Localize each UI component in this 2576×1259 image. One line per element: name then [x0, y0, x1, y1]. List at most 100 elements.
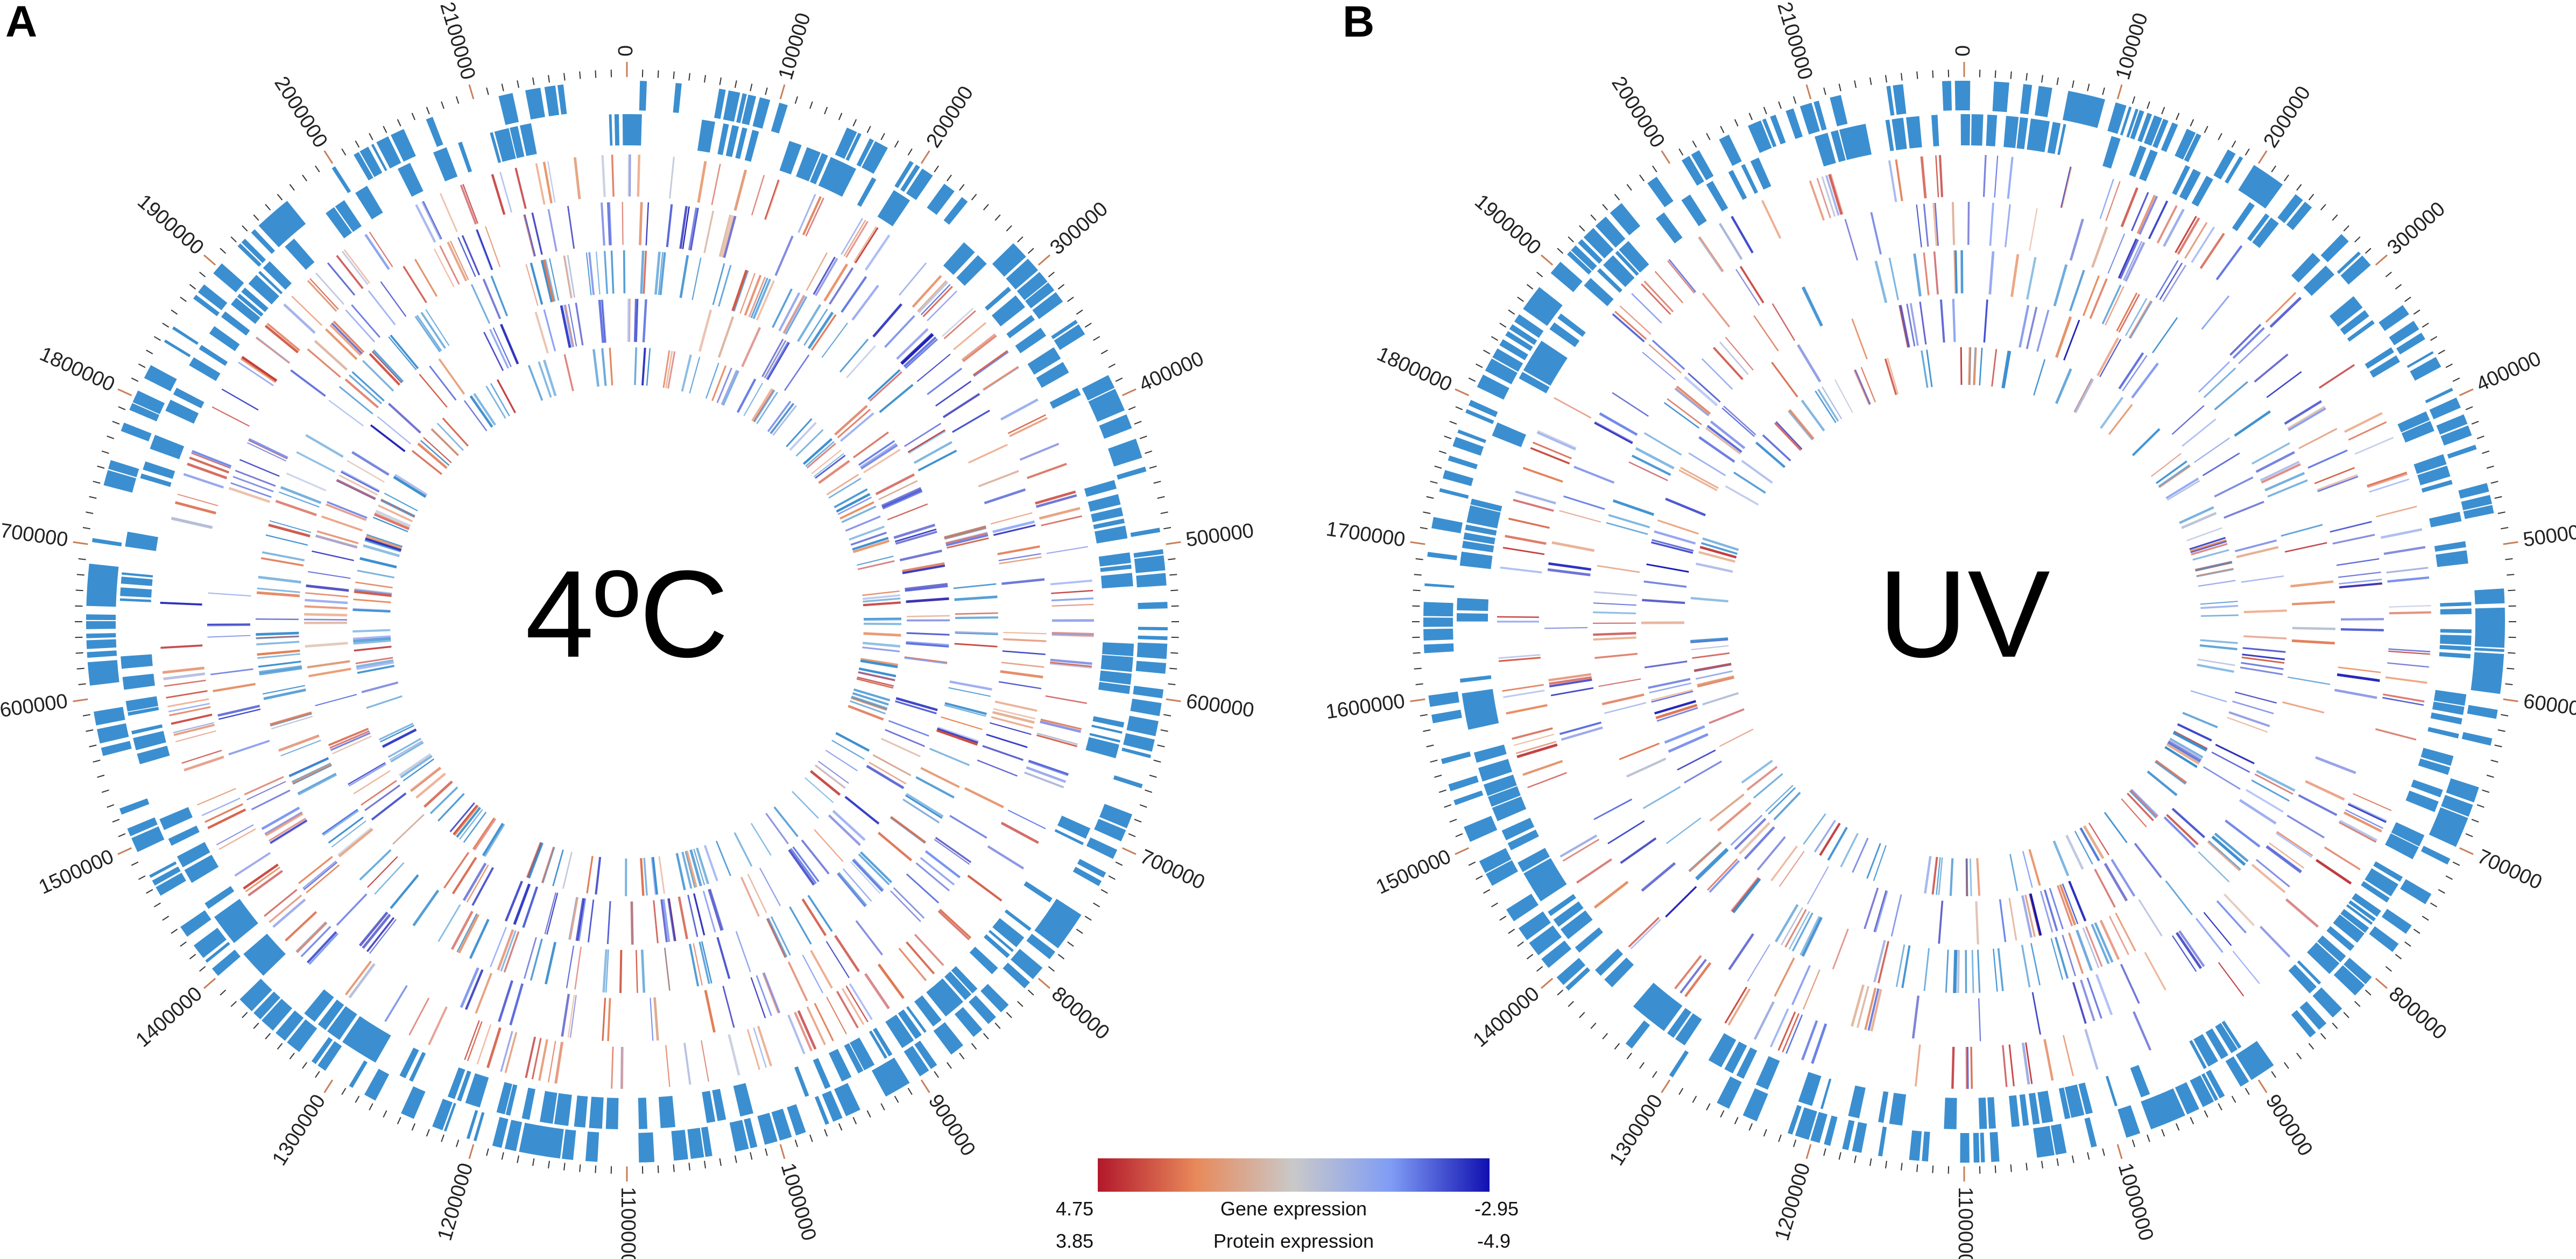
expression-line — [257, 649, 300, 656]
gene-block — [1057, 815, 1091, 839]
expression-line — [852, 537, 889, 551]
expression-line — [2059, 884, 2077, 926]
expression-line — [802, 438, 833, 465]
expression-line — [904, 423, 942, 447]
expression-line — [906, 642, 949, 648]
minor-tick — [1423, 511, 1431, 515]
gene-block — [2440, 425, 2472, 446]
expression-line — [370, 424, 406, 452]
expression-line — [2234, 539, 2277, 552]
expression-line — [408, 997, 430, 1036]
gene-block — [2291, 252, 2321, 283]
expression-line — [721, 215, 735, 258]
expression-line — [2255, 451, 2295, 473]
minor-tick — [1163, 714, 1171, 716]
gene-block — [1560, 910, 1593, 939]
panel-letter-b: B — [1343, 0, 1374, 46]
expression-line — [368, 290, 396, 326]
expression-line — [2348, 802, 2387, 822]
gene-block — [426, 117, 443, 147]
expression-line — [333, 320, 365, 353]
expression-line — [2076, 930, 2093, 971]
expression-line — [937, 726, 979, 743]
minor-tick — [1145, 789, 1153, 793]
gene-block — [2191, 175, 2213, 207]
expression-line — [378, 504, 413, 523]
minor-tick — [1149, 465, 1157, 469]
gene-block — [1499, 339, 1528, 361]
expression-line — [2190, 540, 2227, 553]
expression-line — [2116, 292, 2138, 332]
expression-line — [1976, 858, 1981, 896]
minor-tick — [220, 989, 227, 996]
expression-line — [307, 348, 341, 378]
expression-line — [2347, 803, 2387, 823]
expression-line — [2251, 863, 2286, 894]
gene-block — [1034, 898, 1082, 948]
expression-line — [1931, 856, 1938, 895]
gene-block — [2420, 846, 2451, 865]
gene-block — [2058, 1087, 2071, 1120]
expression-line — [916, 353, 951, 382]
minor-tick — [765, 1148, 768, 1156]
expression-line — [500, 323, 519, 364]
expression-line — [2215, 743, 2255, 764]
gene-block — [150, 434, 185, 460]
gene-block — [364, 1068, 390, 1101]
minor-tick — [947, 1062, 952, 1069]
gene-block — [2385, 833, 2419, 860]
gene-block — [540, 1091, 557, 1124]
gene-block — [2463, 505, 2494, 519]
minor-tick — [971, 1043, 977, 1050]
expression-line — [307, 660, 350, 669]
expression-line — [839, 501, 874, 520]
expression-line — [1657, 519, 1699, 535]
expression-line — [1828, 174, 1843, 215]
expression-line — [2239, 799, 2277, 825]
minor-tick — [1093, 336, 1100, 341]
gene-block — [605, 1098, 619, 1129]
minor-tick — [2497, 729, 2506, 732]
minor-tick — [1048, 271, 1055, 278]
expression-line — [605, 949, 609, 993]
gene-block — [86, 633, 116, 638]
expression-line — [850, 531, 887, 546]
gene-block — [1473, 744, 1507, 763]
minor-tick — [1128, 833, 1136, 838]
gene-block — [121, 576, 153, 586]
expression-line — [362, 913, 391, 949]
expression-line — [1601, 693, 1645, 706]
gene-block — [1423, 628, 1453, 641]
expression-line — [1051, 603, 1094, 607]
minor-tick — [1100, 349, 1108, 355]
expression-line — [1045, 695, 1087, 704]
gene-block — [2029, 1093, 2040, 1125]
expression-line — [1728, 933, 1754, 970]
expression-line — [879, 384, 914, 413]
expression-line — [803, 308, 828, 346]
expression-line — [918, 281, 949, 313]
expression-line — [607, 998, 611, 1042]
minor-tick — [2465, 406, 2473, 410]
expression-line — [525, 1036, 537, 1078]
expression-line — [722, 986, 735, 1028]
expression-line — [2211, 835, 2246, 866]
expression-line — [770, 403, 795, 434]
expression-line — [275, 500, 317, 516]
expression-line — [2131, 362, 2159, 399]
expression-line — [848, 705, 884, 721]
expression-line — [1035, 490, 1076, 505]
gene-block — [1463, 532, 1495, 545]
expression-line — [321, 515, 363, 532]
gene-block — [2461, 732, 2493, 746]
gene-block — [1556, 958, 1586, 985]
expression-track-1 — [160, 154, 1095, 1089]
expression-line — [2382, 697, 2424, 706]
expression-line — [1969, 858, 1972, 896]
expression-line — [261, 806, 300, 831]
expression-line — [2191, 543, 2228, 555]
gene-block — [263, 261, 292, 290]
expression-line — [1932, 202, 1938, 246]
expression-line — [766, 918, 787, 958]
expression-line — [652, 857, 659, 895]
